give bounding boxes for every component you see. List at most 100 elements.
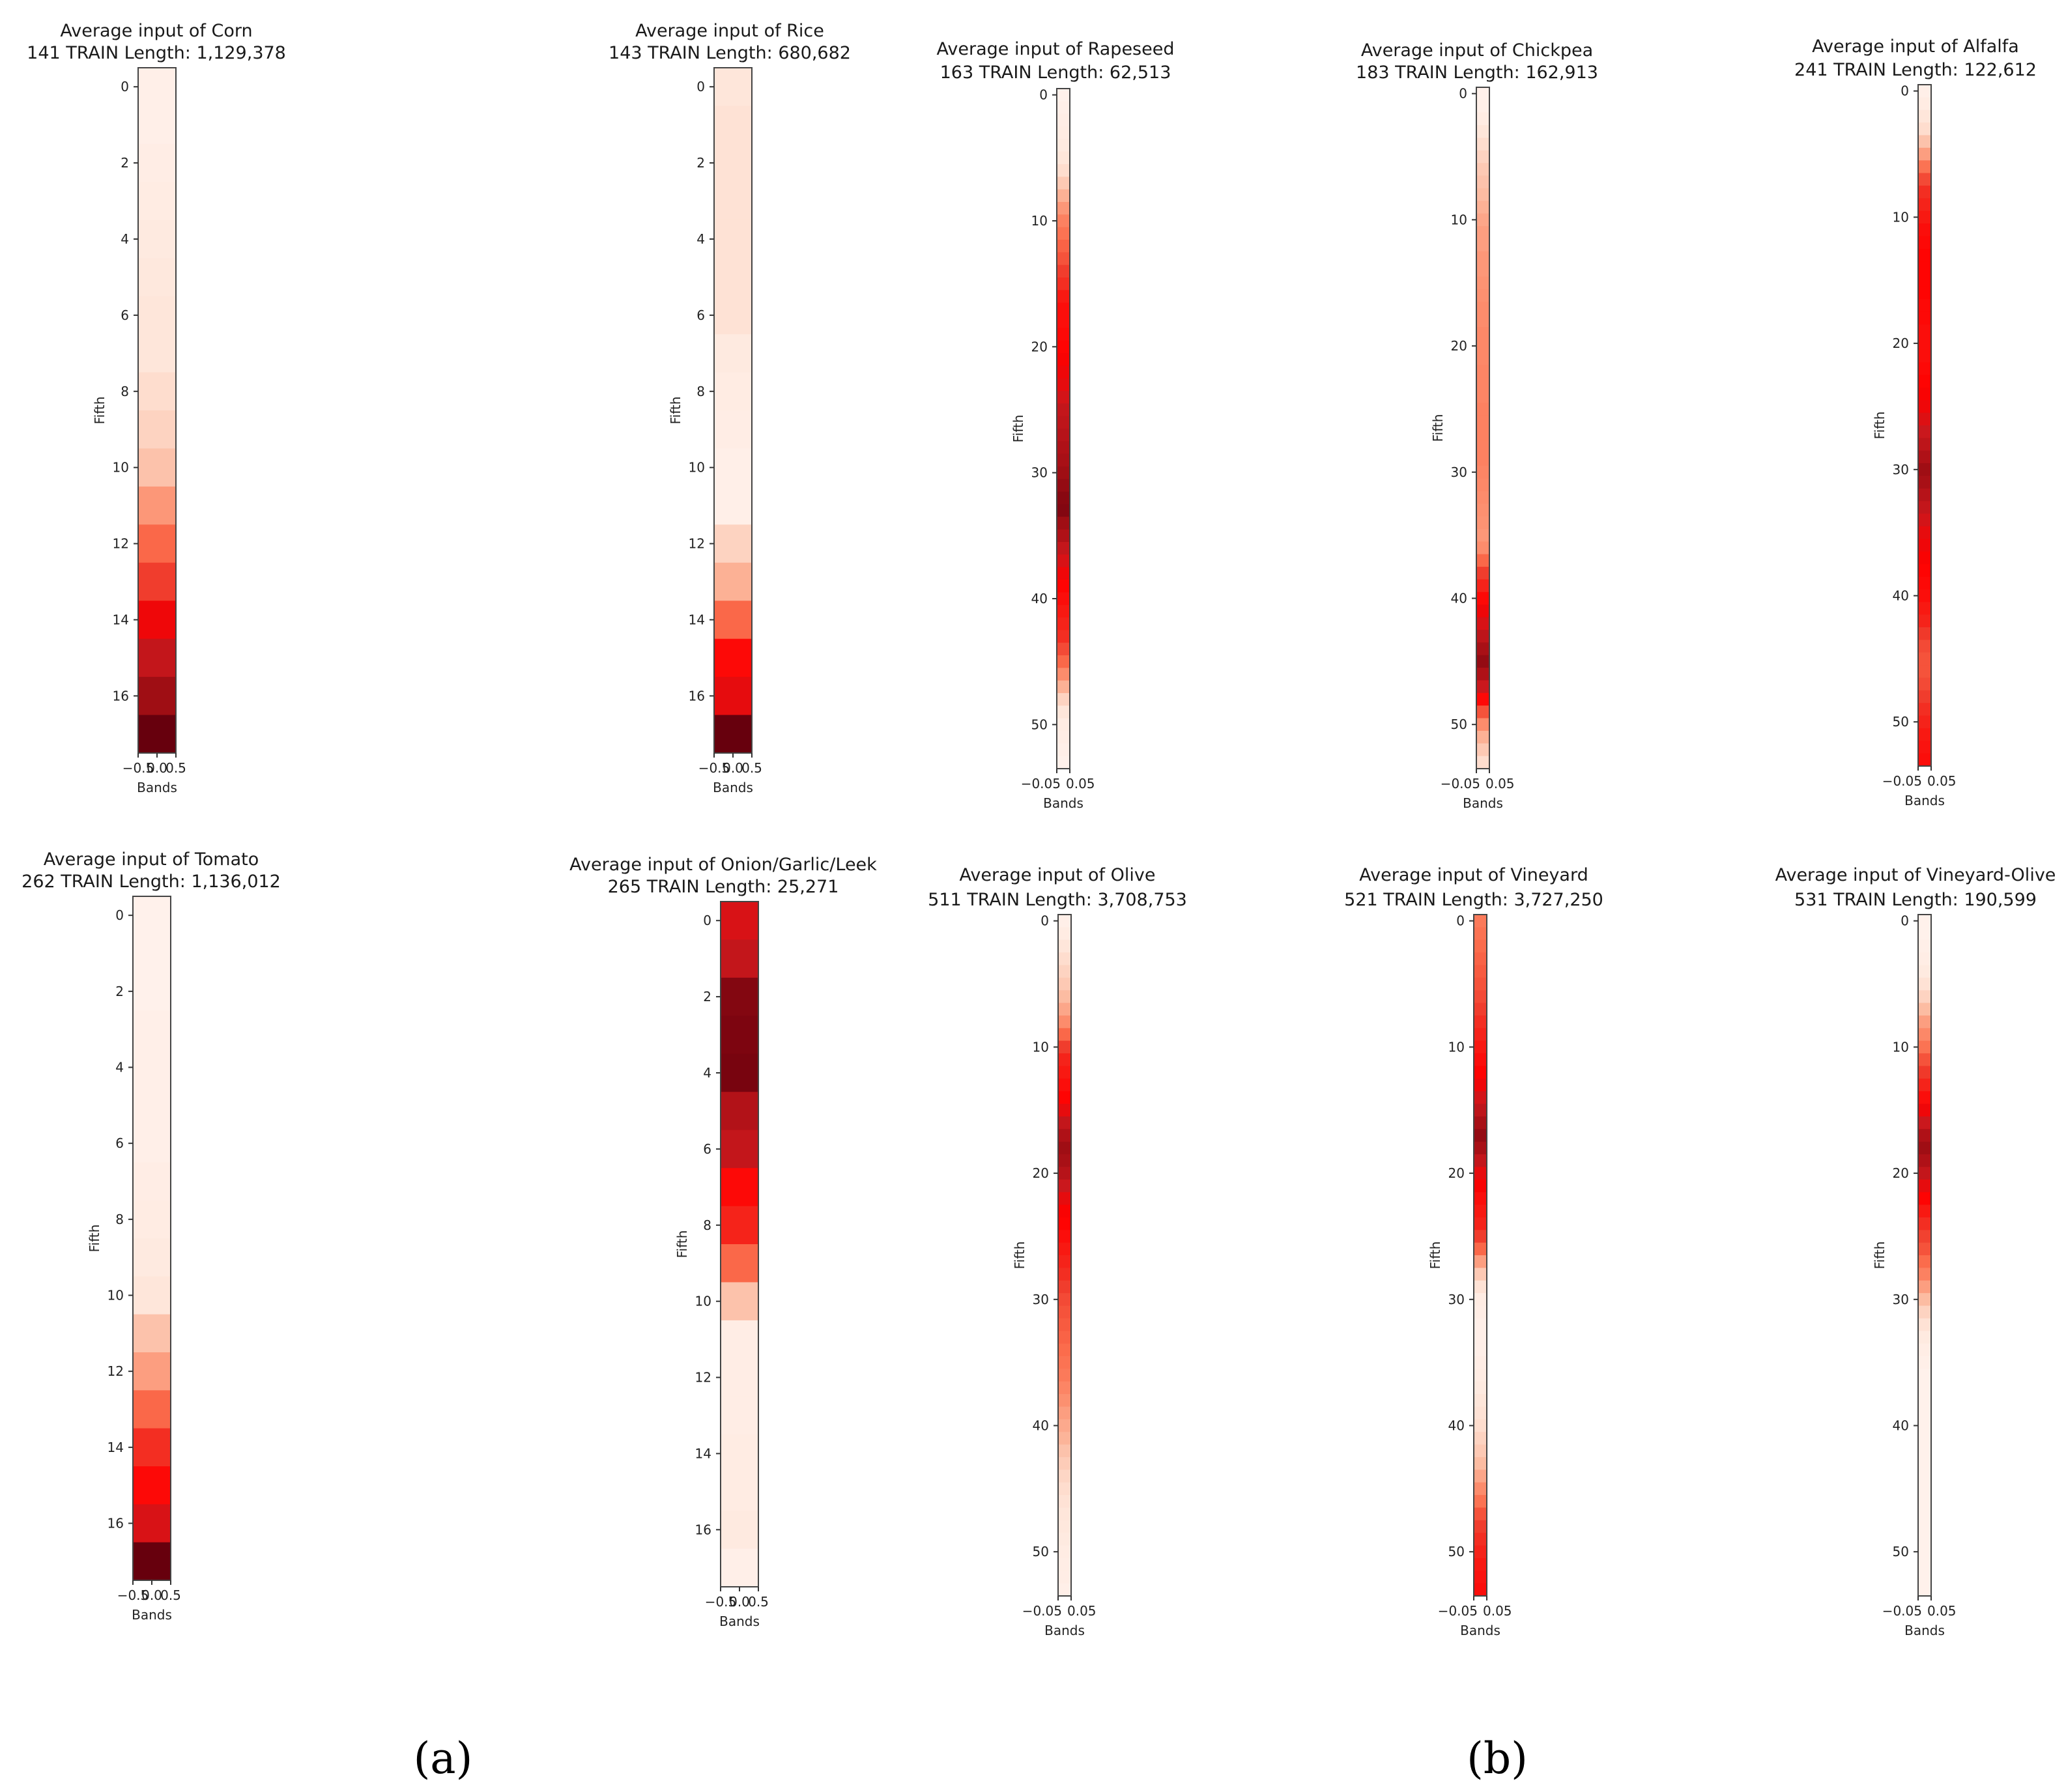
heatmap-cell — [1918, 1091, 1931, 1105]
y-tick-label: 10 — [1033, 1039, 1049, 1055]
heatmap-cell — [1474, 1419, 1487, 1432]
heatmap-cell — [1474, 1331, 1487, 1344]
heatmap-cell — [138, 677, 176, 716]
heatmap-cell — [1918, 753, 1931, 767]
heatmap-cell — [1474, 1533, 1487, 1546]
heatmap-cell — [1476, 251, 1489, 264]
chart-title: Average input of Olive — [960, 865, 1156, 885]
heatmap-cell — [1918, 1230, 1931, 1244]
heatmap-cell — [1918, 1078, 1931, 1092]
heatmap-cell — [1918, 412, 1931, 426]
heatmap-cell — [1058, 1116, 1071, 1130]
heatmap-cell — [1474, 1167, 1487, 1180]
heatmap-cell — [1918, 703, 1931, 717]
heatmap-cell — [1057, 227, 1070, 240]
chart-title: Average input of Vineyard — [1359, 865, 1588, 885]
y-tick-label: 0 — [1901, 83, 1909, 99]
heatmap-cell — [1057, 240, 1070, 253]
heatmap-cell — [1918, 349, 1931, 363]
y-axis-label: Fifth — [87, 1225, 102, 1253]
chart-subtitle: 143 TRAIN Length: 680,682 — [609, 43, 851, 63]
heatmap-cell — [1918, 1217, 1931, 1230]
heatmap-cell — [138, 258, 176, 297]
heatmap-cell — [1476, 453, 1489, 466]
heatmap-cell — [1474, 1192, 1487, 1206]
heatmap-cell — [1918, 715, 1931, 729]
heatmap-cell — [1476, 175, 1489, 189]
heatmap-cell — [1058, 1053, 1071, 1067]
y-tick-label: 10 — [113, 460, 129, 476]
heatmap-cell — [714, 182, 752, 221]
heatmap-cell — [1918, 210, 1931, 224]
heatmap-cell — [1058, 1192, 1071, 1206]
heatmap-cell — [1057, 416, 1070, 429]
heatmap-cell — [1476, 440, 1489, 454]
heatmap-cell — [1918, 1444, 1931, 1458]
heatmap-cell — [1057, 252, 1070, 266]
x-tick-label: −0.05 — [1882, 1603, 1922, 1619]
heatmap-cell — [1474, 1470, 1487, 1483]
heatmap-cell — [1057, 554, 1070, 568]
heatmap-cell — [1474, 1053, 1487, 1067]
heatmap-cell — [1918, 488, 1931, 502]
heatmap-cell — [1058, 1356, 1071, 1369]
heatmap-cell — [1918, 223, 1931, 237]
heatmap-cell — [721, 1244, 758, 1283]
y-tick-label: 12 — [108, 1363, 124, 1379]
heatmap-cell — [1476, 314, 1489, 328]
heatmap-cell — [1476, 491, 1489, 504]
x-axis-label: Bands — [137, 780, 177, 795]
heatmap-cell — [1476, 339, 1489, 353]
y-tick-label: 50 — [1893, 1544, 1909, 1559]
heatmap-cell — [138, 562, 176, 601]
heatmap-cell — [1058, 965, 1071, 978]
plot-frame — [1473, 914, 1487, 1597]
y-tick-label: 2 — [696, 155, 705, 171]
heatmap-cell — [1476, 87, 1489, 100]
y-axis-label: Fifth — [1428, 1242, 1443, 1270]
heatmap-cell — [721, 1358, 758, 1397]
x-axis-label: Bands — [719, 1614, 760, 1629]
heatmap-cell — [1476, 554, 1489, 567]
heatmap-cell — [714, 562, 752, 601]
heatmap-cell — [1058, 1066, 1071, 1079]
heatmap-cell — [1918, 1116, 1931, 1130]
heatmap-cell — [1058, 1003, 1071, 1016]
x-axis-label: Bands — [1043, 795, 1083, 811]
heatmap-cell — [1918, 1192, 1931, 1206]
heatmap-cell — [133, 1390, 171, 1429]
y-tick-label: 0 — [696, 79, 705, 94]
heatmap-cell — [1918, 248, 1931, 262]
heatmap-cell — [138, 601, 176, 640]
x-axis-label: Bands — [1460, 1623, 1500, 1638]
heatmap-cell — [1057, 113, 1070, 127]
heatmap-cell — [1476, 604, 1489, 618]
y-tick-label: 4 — [115, 1060, 124, 1075]
chart-title: Average input of Rice — [635, 21, 824, 41]
heatmap-cell — [1476, 403, 1489, 416]
heatmap-cell — [1918, 1406, 1931, 1420]
heatmap-cell — [1918, 1141, 1931, 1155]
chart-subtitle: 183 TRAIN Length: 162,913 — [1356, 63, 1598, 83]
y-tick-label: 2 — [121, 155, 129, 171]
heatmap-cell — [1476, 629, 1489, 643]
y-tick-label: 30 — [1033, 1292, 1049, 1307]
heatmap-cell — [1476, 528, 1489, 542]
heatmap-cell — [714, 677, 752, 716]
heatmap-cell — [133, 1276, 171, 1315]
heatmap-cell — [138, 296, 176, 335]
y-tick-label: 6 — [703, 1141, 711, 1157]
heatmap-cell — [1474, 1078, 1487, 1092]
heatmap-cell — [1918, 1003, 1931, 1016]
x-axis-label: Bands — [1463, 795, 1503, 811]
heatmap-cell — [1476, 504, 1489, 517]
heatmap-cell — [1918, 387, 1931, 401]
heatmap-cell — [1918, 1394, 1931, 1408]
heatmap-cell — [1474, 1015, 1487, 1029]
heatmap-cell — [138, 638, 176, 677]
heatmap-cell — [1476, 415, 1489, 429]
x-tick-label: 0.5 — [741, 760, 762, 776]
chart-subtitle: 163 TRAIN Length: 62,513 — [940, 63, 1171, 83]
heatmap-cell — [1474, 1545, 1487, 1559]
